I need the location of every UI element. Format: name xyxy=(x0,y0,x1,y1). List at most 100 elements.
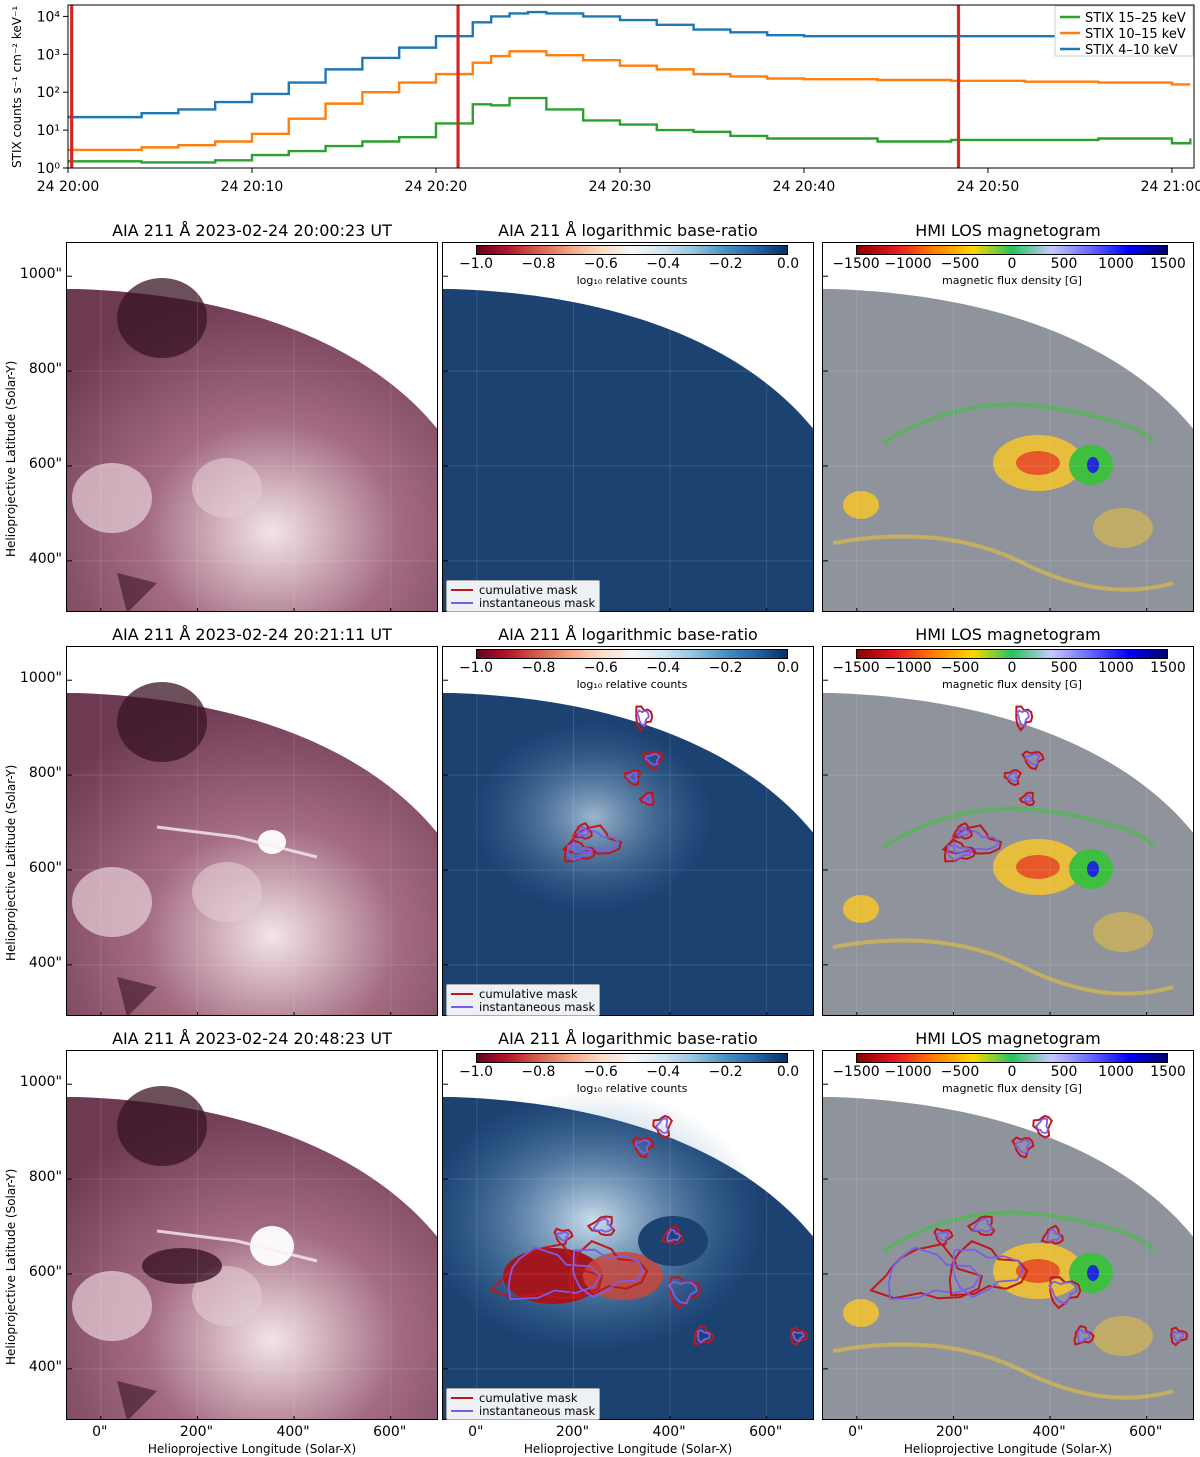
time-markers xyxy=(70,5,961,168)
dark-filament xyxy=(117,573,157,611)
dark-filament xyxy=(117,977,157,1015)
colorbar-tick-label: −0.2 xyxy=(708,660,743,676)
panel-title-ratio: AIA 211 Å logarithmic base-ratio xyxy=(498,221,758,240)
x-tick-label: 200" xyxy=(935,1424,970,1440)
flare-kernel xyxy=(250,1226,294,1266)
cumulative-mask-contour xyxy=(951,821,973,840)
colorbar-tick-label: 1000 xyxy=(1098,256,1134,272)
panel-ratio-row-0 xyxy=(442,242,814,612)
legend-instantaneous-label: instantaneous mask xyxy=(479,1403,596,1418)
colorbar-tick-label: −1500 xyxy=(832,660,880,676)
instantaneous-mask-contour xyxy=(643,794,653,803)
hmi-colorbar-ticks: −1500 −1000 −500 0 500 1000 1500 xyxy=(832,1064,1186,1082)
colorbar-tick-label: −0.6 xyxy=(583,660,618,676)
cumulative-mask-contour xyxy=(1032,1114,1053,1139)
network-field xyxy=(881,402,1155,445)
active-region xyxy=(72,1271,152,1341)
hmi-colorbar-label: magnetic flux density [G] xyxy=(942,1082,1082,1095)
network-field xyxy=(881,806,1155,849)
network-field xyxy=(832,1342,1174,1400)
x-tick-label: 0" xyxy=(92,1424,108,1440)
colorbar-tick-label: 0 xyxy=(1007,256,1017,272)
stix-x-ticks: 24 20:00 24 20:10 24 20:20 24 20:30 24 20:40… xyxy=(37,168,1200,195)
panel-title-ratio: AIA 211 Å logarithmic base-ratio xyxy=(498,1029,758,1048)
y-tick-label: 10² xyxy=(37,85,60,101)
legend-cumulative-label: cumulative mask xyxy=(479,986,578,1001)
instantaneous-mask-contour xyxy=(1016,709,1030,728)
x-tick-label: 24 20:20 xyxy=(405,179,468,195)
stix-y-ticks: 10⁰ 10¹ 10² 10³ 10⁴ xyxy=(37,9,68,177)
x-axis-label: Helioprojective Longitude (Solar-X) xyxy=(903,1442,1113,1456)
panel-title-aia: AIA 211 Å 2023-02-24 20:48:23 UT xyxy=(112,1029,392,1048)
stix-y-axis-label: STIX counts s⁻¹ cm⁻² keV⁻¹ xyxy=(10,6,24,168)
x-tick-label: 600" xyxy=(373,1424,407,1440)
x-tick-label: 600" xyxy=(1129,1424,1163,1440)
plage-region xyxy=(1093,1316,1153,1356)
dark-gap xyxy=(638,1216,708,1266)
plage-region xyxy=(1093,912,1153,952)
colorbar-tick-label: −1000 xyxy=(884,1064,932,1080)
hmi-colorbar-label: magnetic flux density [G] xyxy=(942,678,1082,691)
hmi-image xyxy=(823,1051,1193,1419)
colorbar-tick-label: −0.8 xyxy=(521,660,556,676)
colorbar-tick-label: 0.0 xyxy=(776,660,800,676)
flare-ribbon xyxy=(156,1229,318,1263)
active-region xyxy=(72,867,152,937)
positive-polarity-core xyxy=(1016,855,1060,879)
instantaneous-mask-contour xyxy=(566,844,593,861)
x-axis-label: Helioprojective Longitude (Solar-X) xyxy=(523,1442,733,1456)
legend-swatch xyxy=(451,1409,473,1412)
panel-title-aia: AIA 211 Å 2023-02-24 20:21:11 UT xyxy=(112,625,392,644)
colorbar-tick-label: −1.0 xyxy=(459,256,493,272)
colorbar-tick-label: 0 xyxy=(1007,660,1017,676)
stix-plot-frame xyxy=(67,4,1195,169)
instantaneous-mask-contour xyxy=(935,1231,950,1242)
y-tick-label: 1000" xyxy=(19,670,62,687)
legend-swatch xyxy=(451,992,473,995)
ratio-image xyxy=(443,243,813,611)
ratio-colorbar-ticks: −1.0 −0.8 −0.6 −0.4 −0.2 0.0 xyxy=(459,1064,799,1082)
instantaneous-mask-contour xyxy=(1014,1139,1031,1154)
colorbar-tick-label: −1500 xyxy=(832,1064,880,1080)
colorbar-tick-label: 500 xyxy=(1050,256,1078,272)
dark-filament xyxy=(117,1381,157,1419)
positive-polarity-core xyxy=(1016,451,1060,475)
legend-instantaneous-label: instantaneous mask xyxy=(479,999,596,1014)
colorbar-tick-label: 0.0 xyxy=(776,256,800,272)
aia-image xyxy=(67,1051,437,1419)
x-tick-label: 600" xyxy=(749,1424,783,1440)
panel-aia-row-0 xyxy=(66,242,438,612)
legend-instantaneous-label: instantaneous mask xyxy=(479,595,596,610)
x-tick-label: 24 20:30 xyxy=(589,179,652,195)
coronal-hole xyxy=(117,278,207,358)
hmi-colorbar xyxy=(856,649,1168,659)
y-axis-label: Helioprojective Latitude (Solar-Y) xyxy=(4,1168,18,1365)
y-tick-label: 400" xyxy=(28,954,62,971)
y-tick-label: 10³ xyxy=(37,47,60,63)
y-tick-label: 600" xyxy=(28,455,62,472)
panel-hmi-row-2 xyxy=(822,1050,1194,1420)
cumulative-mask-contour xyxy=(568,1240,649,1297)
active-region xyxy=(192,862,262,922)
instantaneous-mask-contour xyxy=(1171,1330,1186,1342)
panel-title-hmi: HMI LOS magnetogram xyxy=(915,625,1101,644)
hmi-colorbar-label: magnetic flux density [G] xyxy=(942,274,1082,287)
hmi-colorbar-ticks: −1500 −1000 −500 0 500 1000 1500 xyxy=(832,256,1186,274)
x-tick-label: 400" xyxy=(276,1424,310,1440)
panel-title-hmi: HMI LOS magnetogram xyxy=(915,1029,1101,1048)
positive-polarity-region xyxy=(843,1299,879,1327)
cumulative-mask-contour xyxy=(943,839,977,863)
series-line-2 xyxy=(68,10,1191,119)
active-region xyxy=(72,463,152,533)
cumulative-mask-contour xyxy=(586,1215,616,1237)
hmi-colorbar xyxy=(856,245,1168,255)
instantaneous-mask-contour xyxy=(655,1117,670,1134)
panel-aia-row-2 xyxy=(66,1050,438,1420)
x-tick-label: 200" xyxy=(179,1424,214,1440)
y-tick-label: 1000" xyxy=(19,1074,62,1091)
colorbar-tick-label: −500 xyxy=(940,660,980,676)
cumulative-mask-contour xyxy=(693,1324,715,1346)
cumulative-mask-contour xyxy=(1170,1326,1189,1347)
legend-swatch xyxy=(451,601,473,604)
instantaneous-mask-contour xyxy=(1048,1280,1078,1305)
